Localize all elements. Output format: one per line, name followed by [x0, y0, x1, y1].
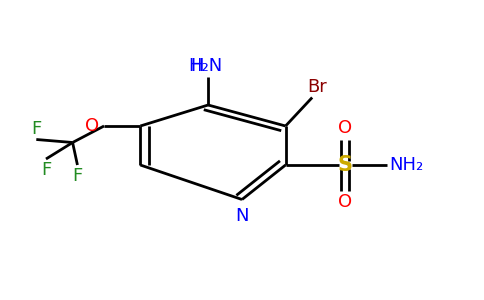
Text: O: O	[338, 193, 352, 211]
Text: S: S	[338, 155, 352, 175]
Text: F: F	[31, 120, 42, 138]
Text: Br: Br	[307, 78, 327, 96]
Text: O: O	[85, 117, 99, 135]
Text: N: N	[235, 207, 249, 225]
Text: F: F	[72, 167, 83, 184]
Text: NH₂: NH₂	[390, 156, 424, 174]
Text: H: H	[190, 57, 203, 75]
Text: F: F	[41, 160, 51, 178]
Text: O: O	[338, 119, 352, 137]
Text: H₂N: H₂N	[189, 57, 223, 75]
